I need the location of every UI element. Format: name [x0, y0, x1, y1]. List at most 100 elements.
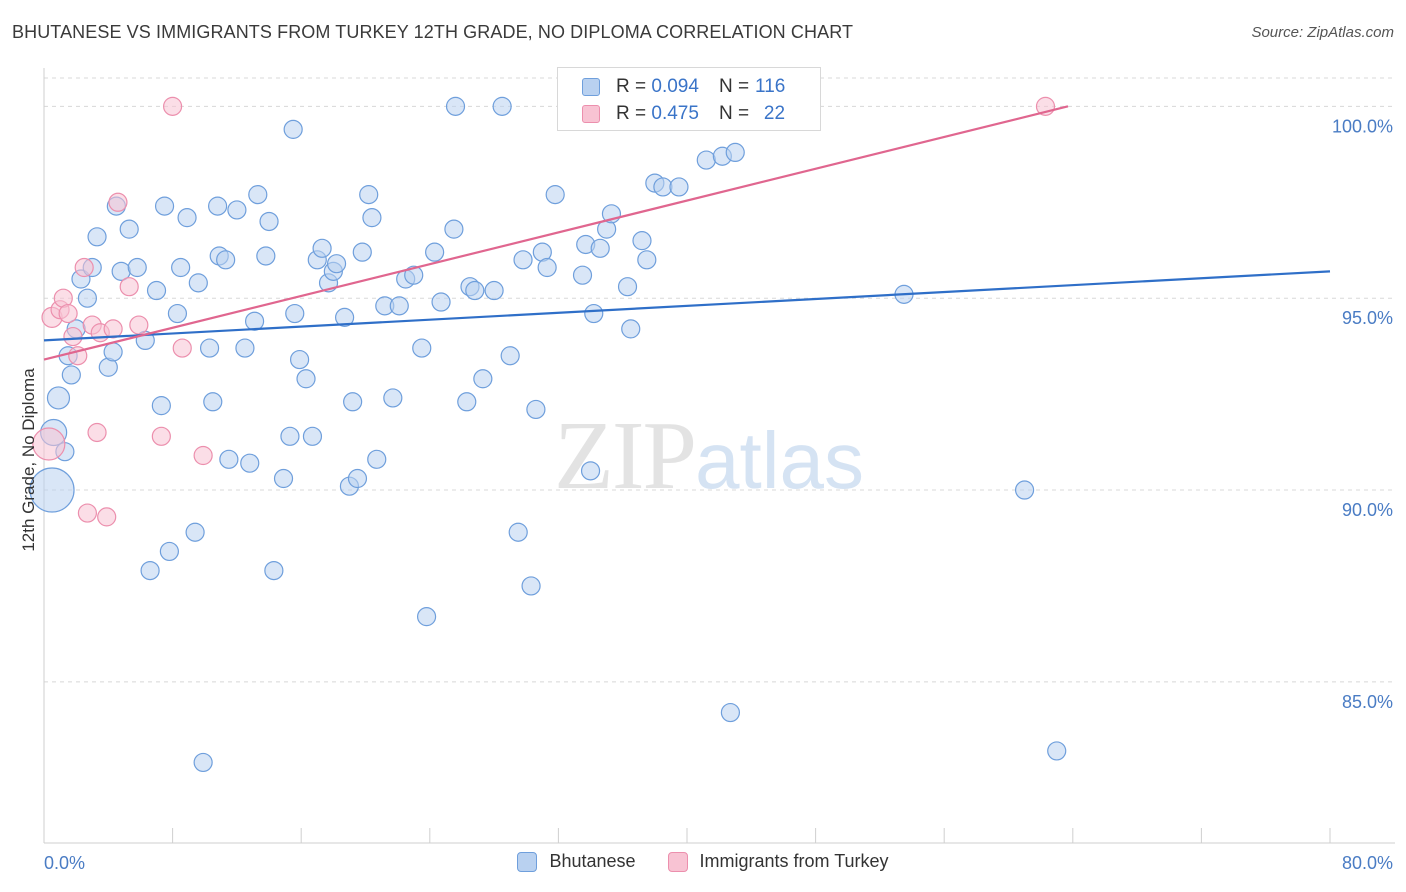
legend-item-bhutanese[interactable]: Bhutanese — [517, 851, 636, 872]
point-bhutanese — [416, 607, 437, 627]
point-bhutanese — [412, 338, 432, 358]
point-bhutanese — [302, 426, 323, 446]
point-bhutanese — [545, 185, 565, 205]
point-bhutanese — [193, 752, 213, 773]
point-bhutanese — [425, 242, 445, 262]
point-bhutanese — [280, 426, 300, 446]
point-bhutanese — [77, 288, 98, 308]
stats-legend: R = 0.094 N = 116 R = 0.475 N = 22 — [557, 67, 821, 131]
point-bhutanese — [537, 257, 557, 278]
point-bhutanese — [617, 277, 638, 297]
legend-r-label: R = — [616, 103, 647, 124]
point-bhutanese — [465, 280, 485, 301]
point-bhutanese — [492, 96, 512, 116]
point-bhutanese — [296, 369, 316, 389]
point-bhutanese — [389, 296, 409, 316]
point-bhutanese — [199, 338, 220, 358]
point-bhutanese — [127, 257, 147, 278]
point-bhutanese — [352, 242, 372, 262]
y-tick-label: 95.0% — [1342, 308, 1393, 328]
point-bhutanese — [167, 303, 188, 324]
point-turkey — [32, 427, 66, 461]
point-bhutanese — [1014, 480, 1035, 500]
point-bhutanese — [653, 177, 673, 197]
trend-line-turkey — [43, 105, 1069, 361]
chart-title: BHUTANESE VS IMMIGRANTS FROM TURKEY 12TH… — [12, 22, 854, 42]
point-bhutanese — [256, 246, 276, 266]
point-turkey — [163, 96, 183, 116]
legend-row-bhutanese: R = 0.094 N = 116 — [582, 74, 785, 100]
y-tick-label: 90.0% — [1342, 500, 1393, 520]
point-bhutanese — [140, 560, 160, 581]
point-turkey — [151, 426, 171, 446]
point-turkey — [129, 315, 149, 335]
point-turkey — [87, 422, 107, 443]
point-bhutanese — [264, 560, 284, 581]
point-bhutanese — [177, 208, 197, 228]
legend-r-value: 0.094 — [651, 76, 699, 97]
trend-line-bhutanese — [43, 270, 1331, 342]
legend-swatch-bhutanese — [517, 851, 538, 872]
point-turkey — [103, 319, 123, 339]
series-legend: Bhutanese Immigrants from Turkey — [0, 851, 1406, 872]
point-bhutanese — [235, 338, 255, 358]
point-bhutanese — [725, 142, 745, 163]
point-bhutanese — [244, 311, 265, 331]
legend-swatch-pink — [582, 105, 600, 123]
point-bhutanese — [367, 449, 387, 469]
watermark-zip: ZIP — [554, 402, 697, 510]
point-bhutanese — [526, 399, 546, 420]
point-bhutanese — [103, 342, 123, 362]
point-bhutanese — [29, 467, 75, 513]
legend-label-bhutanese: Bhutanese — [549, 851, 636, 871]
y-tick-label: 100.0% — [1332, 116, 1393, 136]
point-bhutanese — [119, 219, 139, 239]
point-bhutanese — [362, 208, 382, 228]
point-bhutanese — [185, 522, 205, 542]
point-bhutanese — [259, 211, 279, 232]
point-turkey — [63, 326, 83, 347]
point-turkey — [74, 257, 94, 278]
x-tick-label: 80.0% — [1342, 853, 1393, 873]
tick-labels: 85.0% 90.0% 95.0% 100.0% 0.0% 80.0% — [44, 116, 1393, 873]
point-bhutanese — [219, 449, 239, 469]
point-bhutanese — [154, 196, 175, 216]
point-bhutanese — [146, 280, 167, 301]
point-bhutanese — [216, 250, 236, 270]
legend-item-turkey[interactable]: Immigrants from Turkey — [667, 851, 889, 872]
point-bhutanese — [580, 461, 601, 481]
point-bhutanese — [720, 702, 741, 723]
data-points — [29, 96, 1067, 773]
legend-n-value: 22 — [763, 103, 786, 124]
point-turkey — [172, 338, 192, 358]
point-bhutanese — [484, 280, 504, 301]
legend-r-label: R = — [616, 76, 647, 97]
point-bhutanese — [171, 257, 191, 278]
legend-swatch-blue — [582, 78, 600, 96]
legend-n-value: 116 — [755, 76, 786, 97]
point-bhutanese — [521, 576, 541, 596]
point-bhutanese — [326, 254, 347, 274]
point-bhutanese — [513, 250, 533, 270]
point-bhutanese — [347, 468, 368, 489]
point-bhutanese — [273, 468, 294, 489]
point-bhutanese — [208, 196, 228, 216]
point-bhutanese — [500, 346, 520, 366]
grid-lines — [44, 77, 1395, 683]
legend-n-label: N = — [718, 76, 750, 97]
point-bhutanese — [457, 392, 477, 412]
point-bhutanese — [87, 227, 107, 247]
point-bhutanese — [203, 392, 223, 412]
point-bhutanese — [383, 388, 403, 408]
point-bhutanese — [248, 185, 268, 205]
point-turkey — [58, 303, 78, 324]
point-bhutanese — [637, 250, 657, 270]
source-credit: Source: ZipAtlas.com — [1251, 24, 1394, 41]
point-bhutanese — [283, 119, 303, 139]
point-turkey — [119, 277, 139, 297]
legend-label-turkey: Immigrants from Turkey — [699, 851, 889, 871]
point-bhutanese — [444, 219, 464, 239]
trend-lines — [43, 105, 1331, 361]
point-bhutanese — [445, 96, 466, 116]
